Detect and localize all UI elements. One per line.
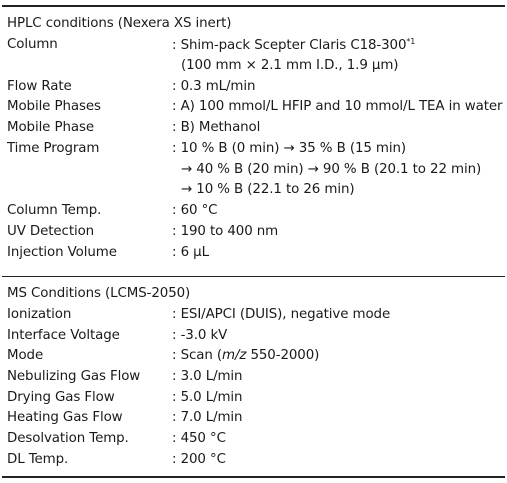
ms-interface-voltage-row: Interface Voltage : -3.0 kV	[0, 328, 507, 348]
mode-value: : Scan (m/z 550-2000)	[172, 348, 319, 363]
ionization-label: Ionization	[7, 307, 72, 322]
ms-nebulizing-gas-row: Nebulizing Gas Flow : 3.0 L/min	[0, 369, 507, 389]
interface-voltage-value: : -3.0 kV	[172, 328, 228, 343]
flow-rate-value: : 0.3 mL/min	[172, 79, 256, 94]
time-program-line-1: : 10 % B (0 min) → 35 % B (15 min)	[172, 141, 407, 156]
hplc-column-row-2: (100 mm × 2.1 mm I.D., 1.9 µm)	[0, 58, 507, 78]
time-program-label: Time Program	[7, 141, 100, 156]
column-value: : Shim-pack Scepter Claris C18-300*1	[172, 37, 415, 53]
uv-detection-value: : 190 to 400 nm	[172, 224, 279, 239]
column-dimensions: (100 mm × 2.1 mm I.D., 1.9 µm)	[181, 58, 399, 73]
ms-ionization-row: Ionization : ESI/APCI (DUIS), negative m…	[0, 307, 507, 327]
injection-volume-value: : 6 µL	[172, 245, 209, 260]
mobile-phase-value: : B) Methanol	[172, 120, 261, 135]
desolvation-temp-value: : 450 °C	[172, 431, 226, 446]
heating-gas-label: Heating Gas Flow	[7, 410, 123, 425]
ms-heating-gas-row: Heating Gas Flow : 7.0 L/min	[0, 410, 507, 430]
hplc-mobile-phase-row: Mobile Phase : B) Methanol	[0, 120, 507, 140]
ionization-value: : ESI/APCI (DUIS), negative mode	[172, 307, 391, 322]
dl-temp-value: : 200 °C	[172, 452, 226, 467]
mode-label: Mode	[7, 348, 44, 363]
column-footnote: *1	[406, 37, 416, 46]
time-program-line-3: → 10 % B (22.1 to 26 min)	[181, 182, 355, 197]
hplc-mobile-phases-row: Mobile Phases : A) 100 mmol/L HFIP and 1…	[0, 99, 507, 119]
injection-volume-label: Injection Volume	[7, 245, 117, 260]
hplc-column-temp-row: Column Temp. : 60 °C	[0, 203, 507, 223]
table-bottom-rule	[2, 476, 505, 478]
hplc-uv-detection-row: UV Detection : 190 to 400 nm	[0, 224, 507, 244]
column-temp-value: : 60 °C	[172, 203, 218, 218]
hplc-injection-volume-row: Injection Volume : 6 µL	[0, 245, 507, 265]
ms-section-title: MS Conditions (LCMS-2050)	[7, 286, 191, 301]
hplc-flow-rate-row: Flow Rate : 0.3 mL/min	[0, 79, 507, 99]
hplc-time-program-row-2: → 40 % B (20 min) → 90 % B (20.1 to 22 m…	[0, 162, 507, 182]
uv-detection-label: UV Detection	[7, 224, 95, 239]
ms-dl-temp-row: DL Temp. : 200 °C	[0, 452, 507, 472]
mode-value-pre: : Scan (	[172, 348, 223, 363]
mode-value-italic: m/z	[222, 348, 247, 363]
flow-rate-label: Flow Rate	[7, 79, 72, 94]
column-temp-label: Column Temp.	[7, 203, 102, 218]
hplc-column-row: Column : Shim-pack Scepter Claris C18-30…	[0, 37, 507, 57]
section-divider	[2, 276, 505, 277]
mobile-phases-value: : A) 100 mmol/L HFIP and 10 mmol/L TEA i…	[172, 99, 503, 114]
nebulizing-gas-value: : 3.0 L/min	[172, 369, 243, 384]
time-program-line-2: → 40 % B (20 min) → 90 % B (20.1 to 22 m…	[181, 162, 482, 177]
hplc-time-program-row: Time Program : 10 % B (0 min) → 35 % B (…	[0, 141, 507, 161]
mobile-phase-label: Mobile Phase	[7, 120, 94, 135]
hplc-section-title: HPLC conditions (Nexera XS inert)	[7, 16, 232, 31]
dl-temp-label: DL Temp.	[7, 452, 69, 467]
column-value-text: : Shim-pack Scepter Claris C18-300	[172, 38, 407, 53]
drying-gas-label: Drying Gas Flow	[7, 390, 115, 405]
nebulizing-gas-label: Nebulizing Gas Flow	[7, 369, 141, 384]
drying-gas-value: : 5.0 L/min	[172, 390, 243, 405]
heating-gas-value: : 7.0 L/min	[172, 410, 243, 425]
desolvation-temp-label: Desolvation Temp.	[7, 431, 129, 446]
interface-voltage-label: Interface Voltage	[7, 328, 120, 343]
column-label: Column	[7, 37, 58, 52]
ms-drying-gas-row: Drying Gas Flow : 5.0 L/min	[0, 390, 507, 410]
hplc-time-program-row-3: → 10 % B (22.1 to 26 min)	[0, 182, 507, 202]
table-top-rule	[2, 5, 505, 7]
mobile-phases-label: Mobile Phases	[7, 99, 101, 114]
ms-mode-row: Mode : Scan (m/z 550-2000)	[0, 348, 507, 368]
ms-desolvation-temp-row: Desolvation Temp. : 450 °C	[0, 431, 507, 451]
mode-value-post: 550-2000)	[246, 348, 320, 363]
